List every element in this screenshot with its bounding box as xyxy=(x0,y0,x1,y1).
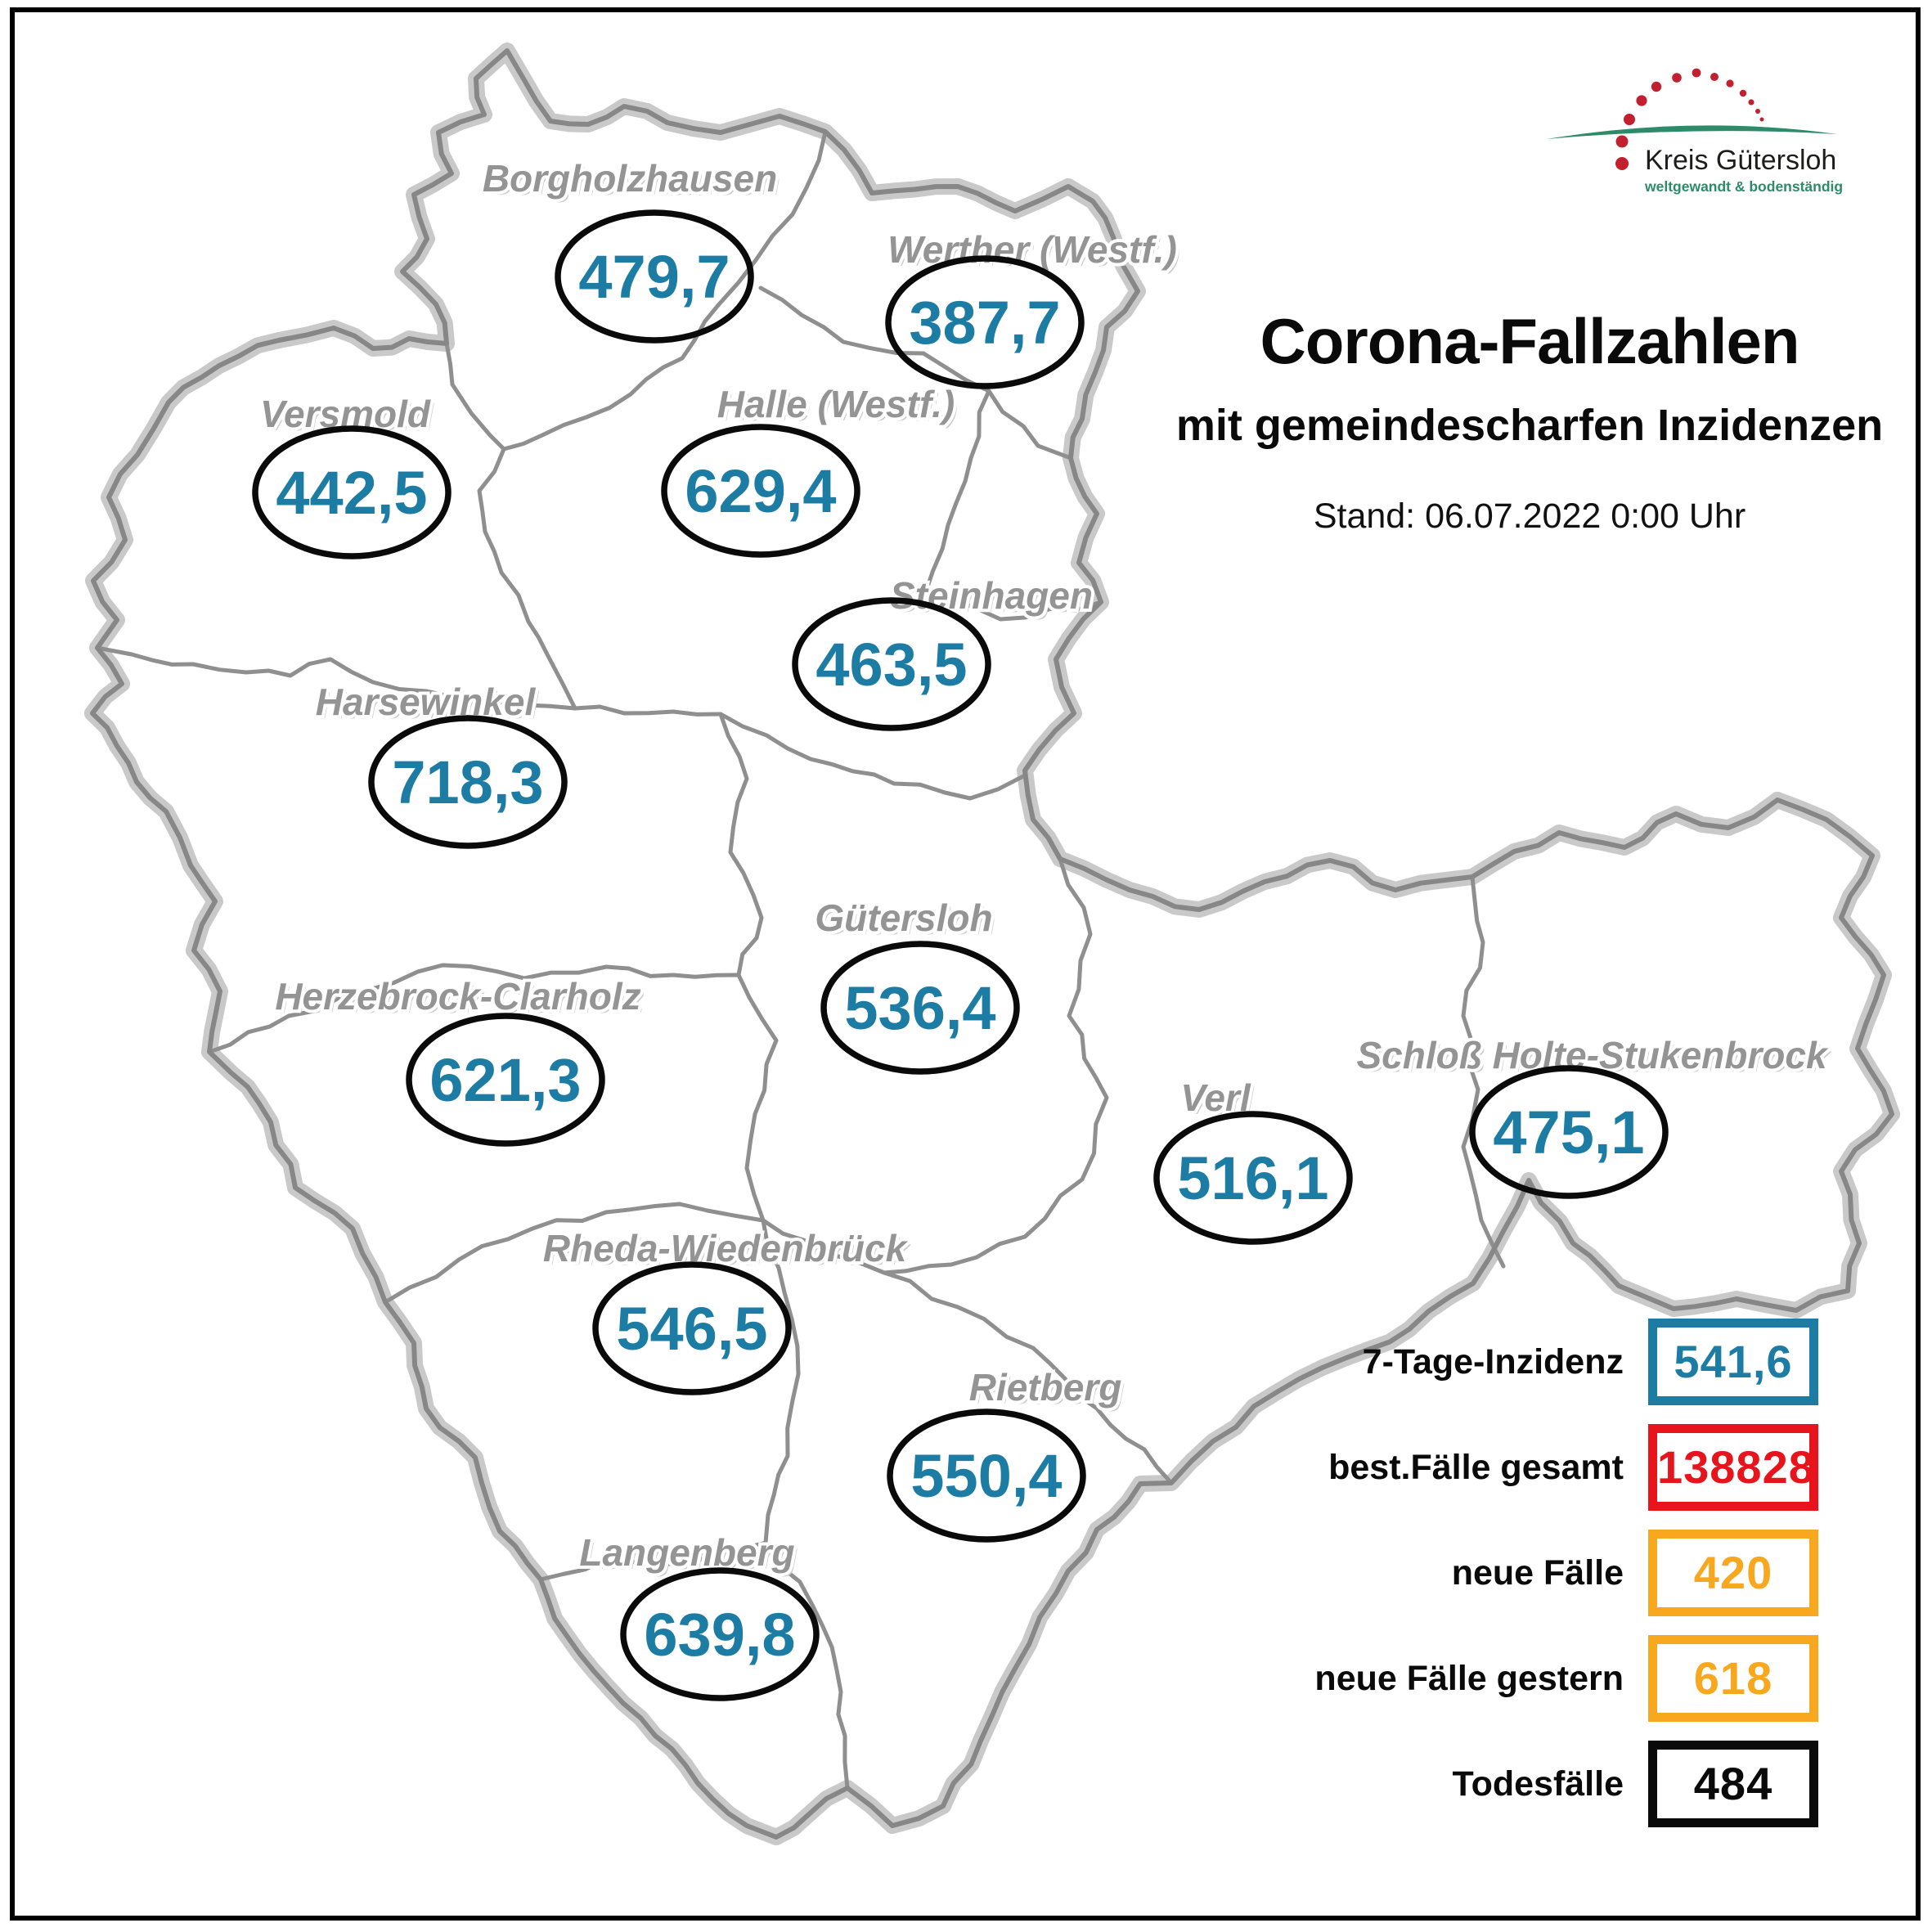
legend-value: 541,6 xyxy=(1674,1336,1793,1387)
municipality-label-shadow: Rietberg xyxy=(973,1369,1126,1412)
legend-value: 138828 xyxy=(1657,1441,1815,1493)
incidence-ellipse xyxy=(555,209,754,344)
district-outline xyxy=(90,48,1894,1840)
legend-label: best.Fälle gesamt xyxy=(1328,1448,1624,1487)
incidence-ellipse xyxy=(661,424,860,558)
legend-value: 618 xyxy=(1693,1652,1773,1704)
legend-value-box: 484 xyxy=(1648,1741,1818,1827)
legend-row: neue Fälle gestern 618 xyxy=(1227,1635,1832,1722)
legend-row: Todesfälle 484 xyxy=(1227,1741,1832,1827)
municipality-label-shadow: Herzebrock-Clarholz xyxy=(278,978,644,1021)
legend-label: 7-Tage-Inzidenz xyxy=(1362,1342,1624,1382)
municipality-label-shadow: Gütersloh xyxy=(818,900,995,942)
incidence-ellipse xyxy=(368,715,568,849)
municipality-label-shadow: Borgholzhausen xyxy=(486,160,780,203)
logo-name: Kreis Gütersloh xyxy=(1645,145,1836,176)
legend-value: 484 xyxy=(1693,1758,1773,1809)
incidence-value: 387,7 xyxy=(909,289,1060,357)
incidence-value: 536,4 xyxy=(844,974,995,1042)
incidence-value: 639,8 xyxy=(644,1601,795,1669)
incidence-ellipse xyxy=(820,941,1020,1075)
incidence-value: 718,3 xyxy=(392,748,543,816)
legend-value-box: 420 xyxy=(1648,1530,1818,1616)
legend-label: neue Fälle xyxy=(1451,1553,1624,1593)
incidence-ellipse xyxy=(885,255,1085,389)
incidence-ellipse xyxy=(252,425,452,559)
municipal-boundaries xyxy=(95,129,1506,1790)
incidence-value: 516,1 xyxy=(1177,1144,1328,1212)
municipality-herzebrock-clarholz: Herzebrock-ClarholzHerzebrock-Clarholz62… xyxy=(272,972,645,1147)
municipality-label-shadow: Langenberg xyxy=(582,1534,798,1577)
incidence-value: 475,1 xyxy=(1493,1099,1644,1166)
municipality-label-shadow: Rheda-Wiedenbrück xyxy=(546,1230,912,1273)
incidence-ellipse xyxy=(592,1261,792,1395)
incidence-value: 442,5 xyxy=(276,459,427,527)
incidence-ellipse xyxy=(1469,1065,1669,1199)
incidence-value: 479,7 xyxy=(578,243,730,311)
incidence-ellipse xyxy=(887,1409,1086,1543)
incidence-value: 463,5 xyxy=(815,631,967,699)
incidence-value: 621,3 xyxy=(429,1046,581,1114)
legend-value-box: 618 xyxy=(1648,1635,1818,1722)
municipality-label: Steinhagen xyxy=(890,574,1093,617)
legend-label: neue Fälle gestern xyxy=(1314,1659,1624,1698)
legend-value-box: 541,6 xyxy=(1648,1319,1818,1405)
incidence-value: 546,5 xyxy=(616,1295,767,1363)
legend: 7-Tage-Inzidenz 541,6 best.Fälle gesamt … xyxy=(1227,1319,1832,1850)
logo-dots-arc-icon xyxy=(1615,68,1764,170)
legend-label: Todesfälle xyxy=(1452,1764,1624,1804)
incidence-ellipse xyxy=(406,1013,605,1147)
kreis-guetersloh-logo: Kreis Gütersloh weltgewandt & bodenständ… xyxy=(1547,68,1843,195)
incidence-ellipse xyxy=(620,1567,820,1701)
municipality-label-shadow: Harsewinkel xyxy=(319,684,540,726)
municipality-label: Halle (Westf.) xyxy=(717,383,955,425)
page-subtitle: mit gemeindescharfen Inzidenzen xyxy=(1175,401,1884,450)
municipality-label: Herzebrock-Clarholz xyxy=(275,975,640,1018)
legend-value-box: 138828 xyxy=(1648,1424,1818,1511)
title-block: Corona-Fallzahlen mit gemeindescharfen I… xyxy=(1166,304,1894,537)
municipality-label: Rietberg xyxy=(969,1366,1122,1409)
legend-row: 7-Tage-Inzidenz 541,6 xyxy=(1227,1319,1832,1405)
incidence-value: 550,4 xyxy=(910,1442,1062,1510)
municipality-label-shadow: Halle (Westf.) xyxy=(721,386,959,429)
municipality-werther-westf: Werther (Westf.)Werther (Westf.)387,7 xyxy=(884,225,1180,389)
incidence-ellipse xyxy=(792,597,991,731)
legend-row: neue Fälle 420 xyxy=(1227,1530,1832,1616)
page-title: Corona-Fallzahlen xyxy=(1260,305,1799,377)
incidence-ellipse xyxy=(1153,1111,1353,1245)
legend-row: best.Fälle gesamt 138828 xyxy=(1227,1424,1832,1511)
legend-value: 420 xyxy=(1693,1547,1773,1598)
logo-tagline: weltgewandt & bodenständig xyxy=(1644,178,1843,195)
municipality-label: Gütersloh xyxy=(815,896,992,939)
timestamp: Stand: 06.07.2022 0:00 Uhr xyxy=(1313,496,1746,536)
municipality-label: Harsewinkel xyxy=(316,681,537,723)
municipality-label: Borgholzhausen xyxy=(483,157,777,200)
municipality-label: Rheda-Wiedenbrück xyxy=(543,1227,909,1269)
municipality-label-shadow: Steinhagen xyxy=(893,577,1096,620)
municipality-halle-westf: Halle (Westf.)Halle (Westf.) 629,4 xyxy=(661,380,959,558)
logo-swoosh-icon xyxy=(1547,125,1837,139)
municipality-label: Langenberg xyxy=(579,1531,794,1574)
incidence-value: 629,4 xyxy=(685,457,836,525)
